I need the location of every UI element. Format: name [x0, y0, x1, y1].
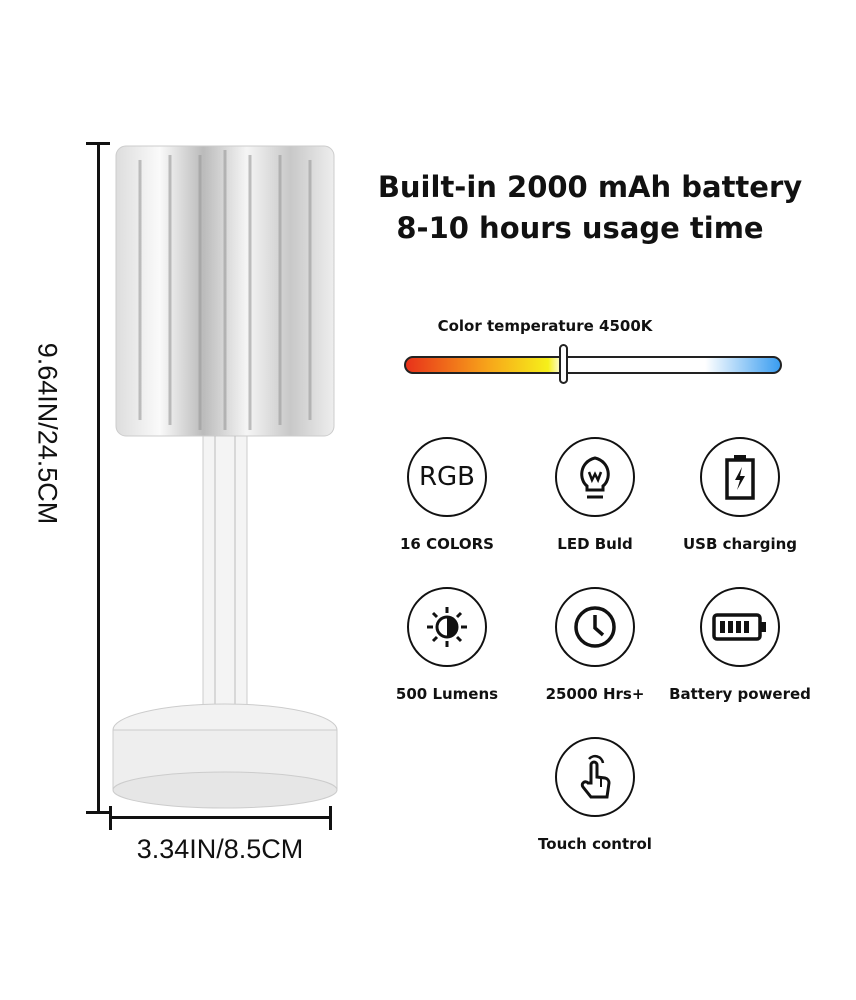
touch-icon: [555, 737, 635, 817]
feature-500-lumens: 500 Lumens: [372, 587, 522, 703]
dimension-tick: [86, 811, 110, 814]
color-temperature-slider-knob: [558, 344, 568, 384]
feature-touch-control: Touch control: [520, 737, 670, 853]
feature-usb-charging: USB charging: [665, 437, 815, 553]
feature-16-colors: RGB 16 COLORS: [372, 437, 522, 553]
width-dimension-line: [110, 816, 330, 819]
feature-label: 500 Lumens: [395, 685, 499, 703]
feature-led-bulb: LED Buld: [520, 437, 670, 553]
color-temperature-label: Color temperature 4500K: [437, 317, 653, 335]
crystal-lamp-image: [112, 145, 338, 809]
battery-icon: [700, 587, 780, 667]
feature-label: USB charging: [682, 535, 798, 553]
height-dimension-line: [97, 143, 100, 813]
height-dimension-label: 9.64IN/24.5CM: [32, 342, 63, 525]
rgb-icon: RGB: [407, 437, 487, 517]
feature-label: 25000 Hrs+: [545, 685, 645, 703]
dimension-tick: [329, 806, 332, 830]
color-temperature-bar: [404, 356, 782, 374]
clock-icon: [555, 587, 635, 667]
headline-battery: Built-in 2000 mAh battery: [377, 170, 803, 204]
battery-charging-icon: [700, 437, 780, 517]
brightness-icon: [407, 587, 487, 667]
feature-label: Touch control: [538, 835, 652, 853]
dimension-tick: [86, 142, 110, 145]
rgb-icon-text: RGB: [418, 462, 476, 492]
feature-label: 16 COLORS: [400, 535, 494, 553]
width-dimension-label: 3.34IN/8.5CM: [136, 834, 304, 864]
dimension-tick: [109, 806, 112, 830]
feature-label: LED Buld: [557, 535, 633, 553]
feature-25000-hours: 25000 Hrs+: [520, 587, 670, 703]
feature-battery-powered: Battery powered: [665, 587, 815, 703]
light-bulb-icon: [555, 437, 635, 517]
feature-label: Battery powered: [669, 685, 811, 703]
headline-usage-time: 8-10 hours usage time: [396, 211, 764, 245]
